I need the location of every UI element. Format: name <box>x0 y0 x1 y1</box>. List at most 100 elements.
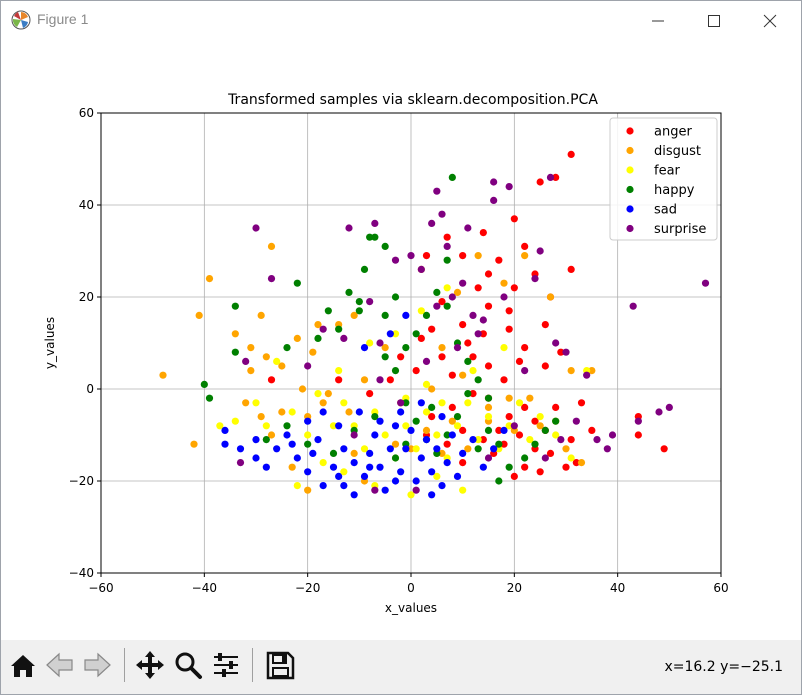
legend-marker <box>626 224 634 233</box>
data-point <box>288 440 296 448</box>
data-point <box>412 445 420 453</box>
data-point <box>448 417 456 425</box>
data-point <box>443 459 451 467</box>
data-point <box>541 321 549 329</box>
configure-button[interactable] <box>209 648 243 682</box>
series-happy <box>200 173 560 485</box>
data-point <box>443 440 451 448</box>
data-point <box>314 334 322 342</box>
data-point <box>319 408 327 416</box>
data-point <box>335 325 343 333</box>
data-point <box>350 311 358 319</box>
save-button[interactable] <box>263 648 297 682</box>
data-point <box>521 242 529 250</box>
data-point <box>490 196 498 204</box>
data-point <box>304 417 312 425</box>
legend-box <box>609 117 718 241</box>
data-point <box>443 242 451 250</box>
data-point <box>603 445 611 453</box>
data-point <box>381 344 389 352</box>
data-point <box>464 399 472 407</box>
data-point <box>438 482 446 490</box>
data-point <box>314 436 322 444</box>
data-point <box>459 279 467 287</box>
data-point <box>531 275 539 283</box>
data-point <box>438 344 446 352</box>
data-point <box>443 431 451 439</box>
legend-label: surprise <box>654 222 706 237</box>
data-point <box>381 431 389 439</box>
title-bar: Figure 1 <box>1 1 801 40</box>
cursor-coordinates: x=16.2 y=−25.1 <box>664 659 783 675</box>
data-point <box>397 399 405 407</box>
data-point <box>567 150 575 158</box>
data-point <box>459 486 467 494</box>
data-point <box>252 224 260 232</box>
data-point <box>588 426 596 434</box>
data-point <box>521 454 529 462</box>
data-point <box>443 233 451 241</box>
data-point <box>510 422 518 430</box>
data-point <box>484 413 493 421</box>
data-point <box>381 486 389 494</box>
data-point <box>412 486 420 494</box>
data-point <box>273 357 281 365</box>
minimize-icon <box>652 20 664 22</box>
legend-marker <box>626 185 634 194</box>
scatter-chart[interactable]: Transformed samples via sklearn.decompos… <box>1 40 801 640</box>
data-point <box>412 477 420 485</box>
data-point <box>552 431 560 439</box>
data-point <box>521 344 529 352</box>
scatter-points <box>159 150 710 499</box>
data-point <box>484 454 493 462</box>
back-button[interactable] <box>43 648 77 682</box>
data-point <box>510 472 518 480</box>
data-point <box>236 459 245 467</box>
x-tick-label: 60 <box>713 581 728 595</box>
data-point <box>490 178 498 186</box>
data-point <box>536 413 544 421</box>
maximize-button[interactable] <box>686 1 742 40</box>
data-point <box>469 367 477 375</box>
data-point <box>252 399 260 407</box>
data-point <box>371 413 379 421</box>
data-point <box>526 436 534 444</box>
data-point <box>412 417 420 425</box>
data-point <box>200 380 208 388</box>
data-point <box>515 431 524 439</box>
data-point <box>459 252 467 260</box>
data-point <box>562 348 570 356</box>
data-point <box>319 459 327 467</box>
data-point <box>428 403 436 411</box>
data-point <box>371 486 379 494</box>
data-point <box>236 445 245 453</box>
data-point <box>293 482 301 490</box>
data-point <box>510 215 518 223</box>
data-point <box>273 445 281 453</box>
zoom-button[interactable] <box>171 648 205 682</box>
pan-button[interactable] <box>133 648 167 682</box>
data-point <box>340 334 348 342</box>
data-point <box>484 403 493 411</box>
data-point <box>484 270 493 278</box>
close-button[interactable] <box>742 1 798 40</box>
data-point <box>391 367 400 375</box>
data-point <box>464 224 472 232</box>
data-point <box>422 380 431 388</box>
data-point <box>335 376 343 384</box>
data-point <box>293 334 301 342</box>
minimize-button[interactable] <box>630 1 686 40</box>
home-button[interactable] <box>6 648 40 682</box>
data-point <box>360 265 369 273</box>
figure-canvas[interactable]: Transformed samples via sklearn.decompos… <box>1 40 801 640</box>
data-point <box>350 491 358 499</box>
data-point <box>309 449 317 457</box>
data-point <box>304 486 312 494</box>
data-point <box>562 445 570 453</box>
data-point <box>479 330 487 338</box>
data-point <box>593 436 601 444</box>
forward-button[interactable] <box>80 648 114 682</box>
data-point <box>381 311 389 319</box>
